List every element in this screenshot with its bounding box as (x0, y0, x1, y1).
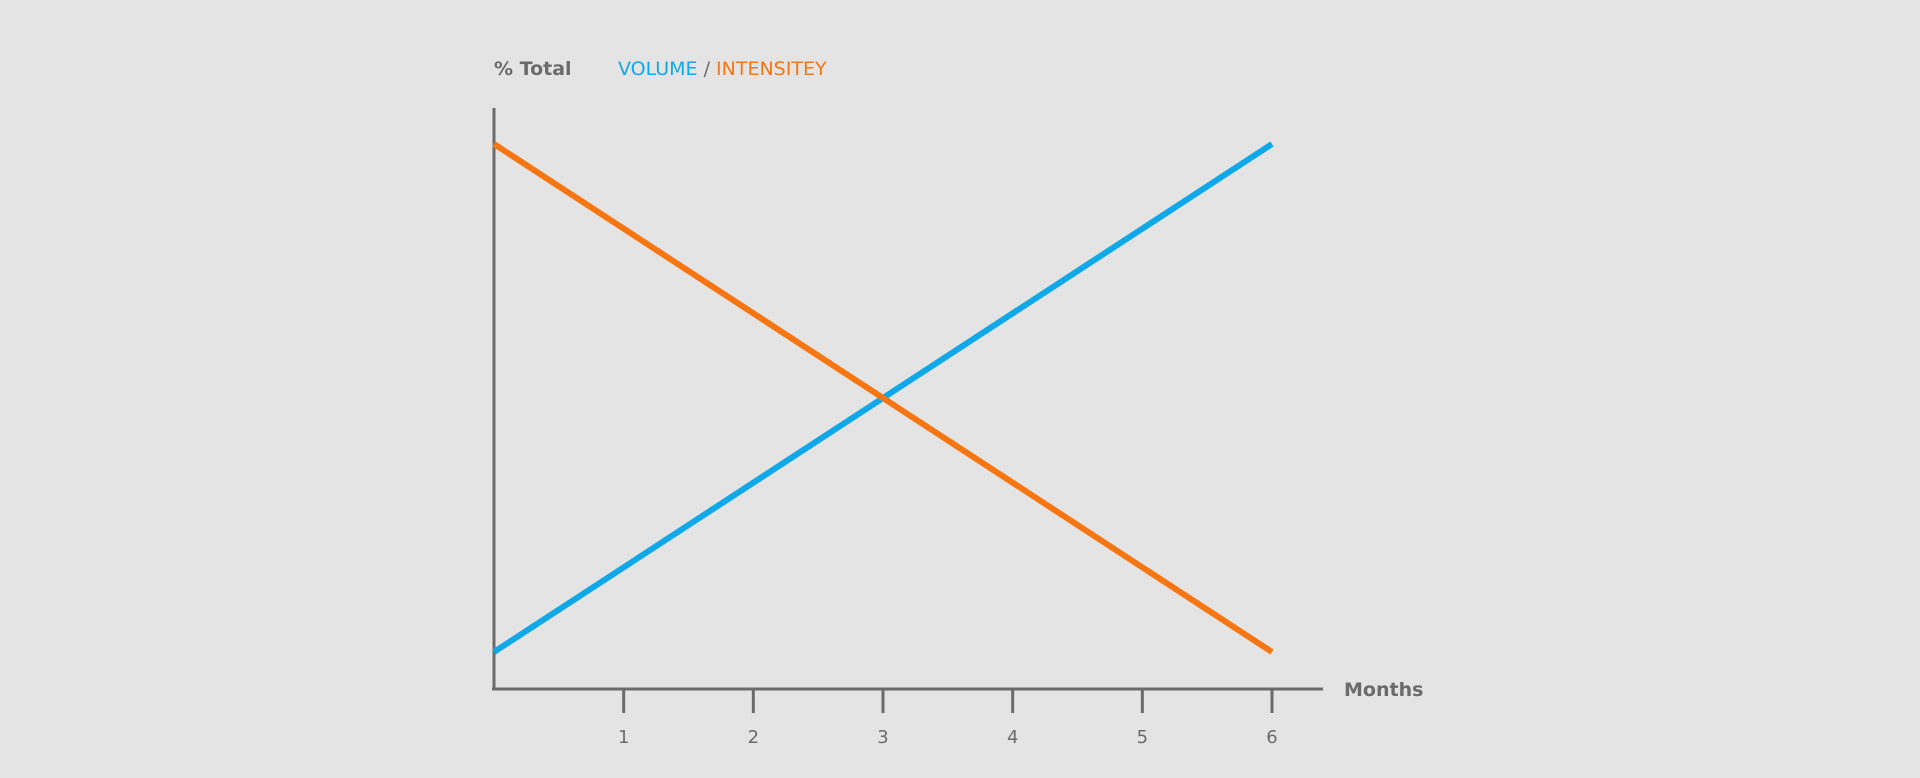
x-tick-label: 5 (1137, 727, 1148, 748)
x-axis-label: Months (1344, 679, 1423, 701)
legend: VOLUME / INTENSITEY (618, 58, 827, 80)
legend-entry-volume: VOLUME (618, 58, 698, 80)
x-tick-label: 3 (877, 727, 888, 748)
x-tick-label: 6 (1266, 727, 1277, 748)
legend-entry-intensitey: INTENSITEY (716, 58, 827, 80)
x-axis-ticks: 1 2 3 4 5 6 (618, 689, 1278, 748)
x-tick-label: 2 (748, 727, 759, 748)
legend-separator: / (698, 58, 716, 80)
series-layer (492, 141, 1274, 655)
series-line-intensitey (492, 141, 1274, 655)
x-tick-label: 4 (1007, 727, 1018, 748)
x-tick-label: 1 (618, 727, 629, 748)
y-axis-label: % Total (494, 58, 572, 80)
